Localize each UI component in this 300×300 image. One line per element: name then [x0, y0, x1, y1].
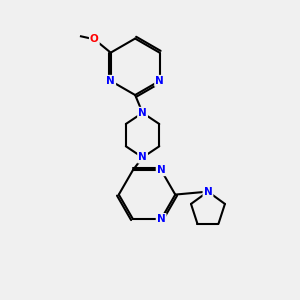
Text: O: O — [90, 34, 99, 44]
Text: N: N — [138, 152, 147, 162]
Text: N: N — [157, 214, 166, 224]
Text: N: N — [138, 108, 147, 118]
Text: N: N — [155, 76, 164, 86]
Text: N: N — [157, 165, 166, 175]
Text: N: N — [204, 187, 212, 196]
Text: N: N — [106, 76, 115, 86]
